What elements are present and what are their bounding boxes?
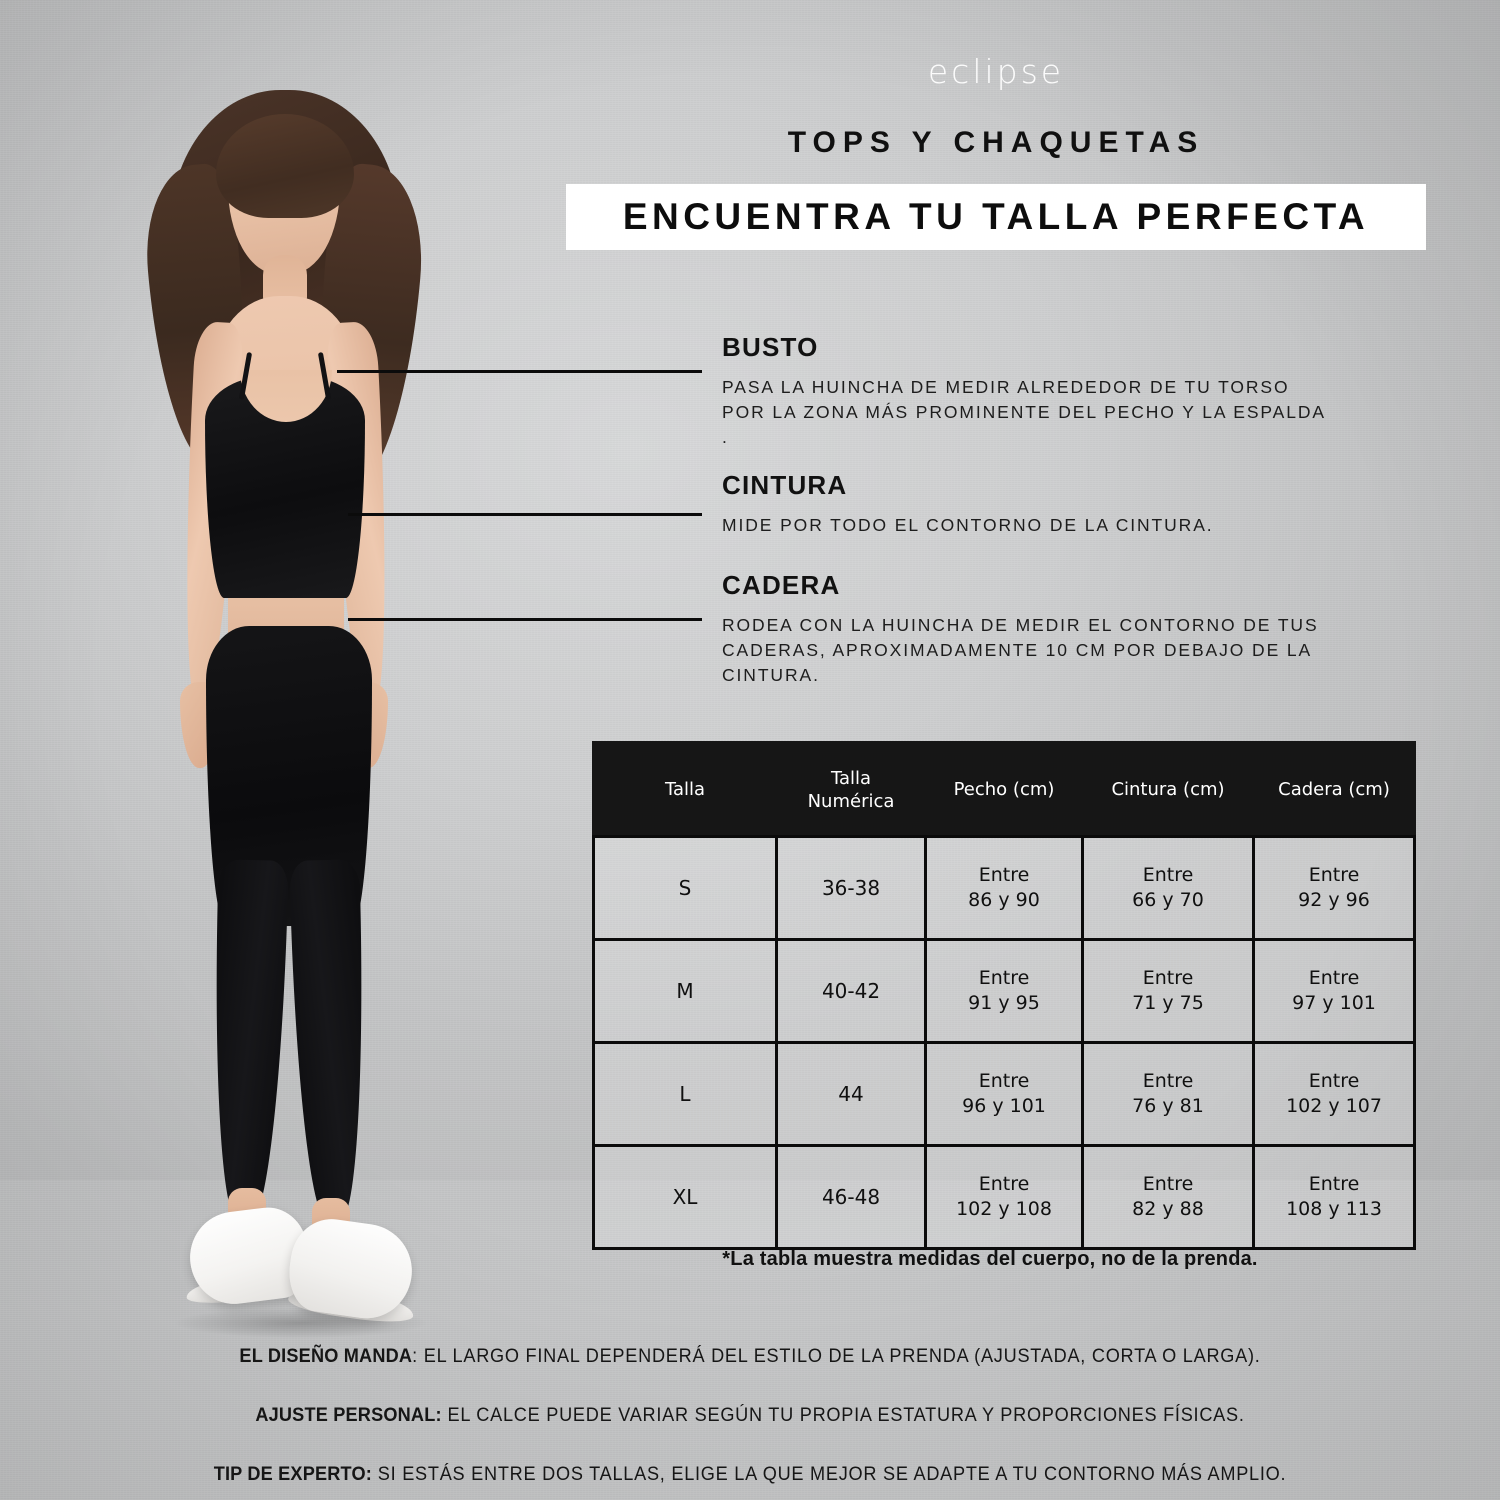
cell-cadera-s: Entre 92 y 96 [1252, 835, 1416, 941]
cell-cadera-l: Entre 102 y 107 [1252, 1041, 1416, 1147]
tip-ajuste-personal: AJUSTE PERSONAL: EL CALCE PUEDE VARIAR S… [108, 1404, 1391, 1427]
model-leg-left [209, 859, 289, 1221]
tip-sep-diseno: : [412, 1345, 424, 1367]
cell-numerica-l: 44 [775, 1041, 927, 1147]
tip-text-experto: SI ESTÁS ENTRE DOS TALLAS, ELIGE LA QUE … [377, 1463, 1287, 1485]
col-header-pecho: Pecho (cm) [924, 741, 1084, 838]
cell-talla-m: M [592, 938, 778, 1044]
tip-text-diseno: EL LARGO FINAL DEPENDERÁ DEL ESTILO DE L… [423, 1345, 1261, 1367]
measure-block-busto: BUSTO PASA LA HUINCHA DE MEDIR ALREDEDOR… [722, 332, 1326, 450]
leader-line-cadera [348, 618, 702, 621]
table-row: M 40-42 Entre 91 y 95 Entre 71 y 75 Entr… [592, 938, 1416, 1044]
cell-numerica-s: 36-38 [775, 835, 927, 941]
cell-cintura-m: Entre 71 y 75 [1081, 938, 1255, 1044]
measure-block-cintura: CINTURA MIDE POR TODO EL CONTORNO DE LA … [722, 470, 1214, 538]
page-title: ENCUENTRA TU TALLA PERFECTA [622, 196, 1370, 237]
col-header-cintura: Cintura (cm) [1081, 741, 1255, 838]
tip-diseno-manda: EL DISEÑO MANDA: EL LARGO FINAL DEPENDER… [108, 1345, 1391, 1368]
table-row: L 44 Entre 96 y 101 Entre 76 y 81 Entre … [592, 1041, 1416, 1147]
tip-text-ajuste: EL CALCE PUEDE VARIAR SEGÚN TU PROPIA ES… [447, 1404, 1245, 1426]
cell-pecho-s: Entre 86 y 90 [924, 835, 1084, 941]
measure-body-cintura: MIDE POR TODO EL CONTORNO DE LA CINTURA. [722, 515, 1214, 535]
cell-talla-s: S [592, 835, 778, 941]
cell-cintura-l: Entre 76 y 81 [1081, 1041, 1255, 1147]
cell-talla-xl: XL [592, 1144, 778, 1250]
measure-body-busto: PASA LA HUINCHA DE MEDIR ALREDEDOR DE TU… [722, 377, 1327, 447]
cell-cintura-xl: Entre 82 y 88 [1081, 1144, 1255, 1250]
tip-label-ajuste: AJUSTE PERSONAL: [255, 1404, 442, 1426]
leader-line-busto [337, 370, 702, 373]
col-header-talla: Talla [592, 741, 778, 838]
table-row: S 36-38 Entre 86 y 90 Entre 66 y 70 Entr… [592, 835, 1416, 941]
cell-numerica-m: 40-42 [775, 938, 927, 1044]
cell-pecho-l: Entre 96 y 101 [924, 1041, 1084, 1147]
cell-cadera-xl: Entre 108 y 113 [1252, 1144, 1416, 1250]
headline-band: ENCUENTRA TU TALLA PERFECTA [566, 184, 1426, 250]
table-header-row: Talla Talla Numérica Pecho (cm) Cintura … [592, 741, 1416, 838]
table-footnote: *La tabla muestra medidas del cuerpo, no… [722, 1248, 1258, 1270]
model-photo [0, 70, 560, 1360]
cell-pecho-xl: Entre 102 y 108 [924, 1144, 1084, 1250]
category-kicker: TOPS Y CHAQUETAS [787, 126, 1205, 159]
tip-label-diseno: EL DISEÑO MANDA [239, 1345, 413, 1367]
size-table: Talla Talla Numérica Pecho (cm) Cintura … [592, 741, 1416, 1250]
cell-cintura-s: Entre 66 y 70 [1081, 835, 1255, 941]
measure-block-cadera: CADERA RODEA CON LA HUINCHA DE MEDIR EL … [722, 570, 1319, 688]
brand-logo: eclipse [927, 52, 1065, 91]
leader-line-cintura [348, 513, 702, 516]
size-table-head: Talla Talla Numérica Pecho (cm) Cintura … [592, 741, 1416, 838]
size-table-body: S 36-38 Entre 86 y 90 Entre 66 y 70 Entr… [592, 835, 1416, 1250]
cell-pecho-m: Entre 91 y 95 [924, 938, 1084, 1044]
cell-cadera-m: Entre 97 y 101 [1252, 938, 1416, 1044]
measure-title-cadera: CADERA [722, 570, 841, 600]
cell-talla-l: L [592, 1041, 778, 1147]
tip-experto: TIP DE EXPERTO: SI ESTÁS ENTRE DOS TALLA… [108, 1463, 1391, 1486]
table-row: XL 46-48 Entre 102 y 108 Entre 82 y 88 E… [592, 1144, 1416, 1250]
tip-label-experto: TIP DE EXPERTO: [213, 1463, 373, 1485]
col-header-numerica: Talla Numérica [775, 741, 927, 838]
bottom-tips: EL DISEÑO MANDA: EL LARGO FINAL DEPENDER… [60, 1345, 1440, 1486]
measure-title-cintura: CINTURA [722, 470, 848, 500]
cell-numerica-xl: 46-48 [775, 1144, 927, 1250]
col-header-cadera: Cadera (cm) [1252, 741, 1416, 838]
model-leg-right [289, 859, 369, 1221]
measure-title-busto: BUSTO [722, 332, 819, 362]
measure-body-cadera: RODEA CON LA HUINCHA DE MEDIR EL CONTORN… [722, 615, 1319, 685]
model-hair-top [216, 114, 354, 218]
